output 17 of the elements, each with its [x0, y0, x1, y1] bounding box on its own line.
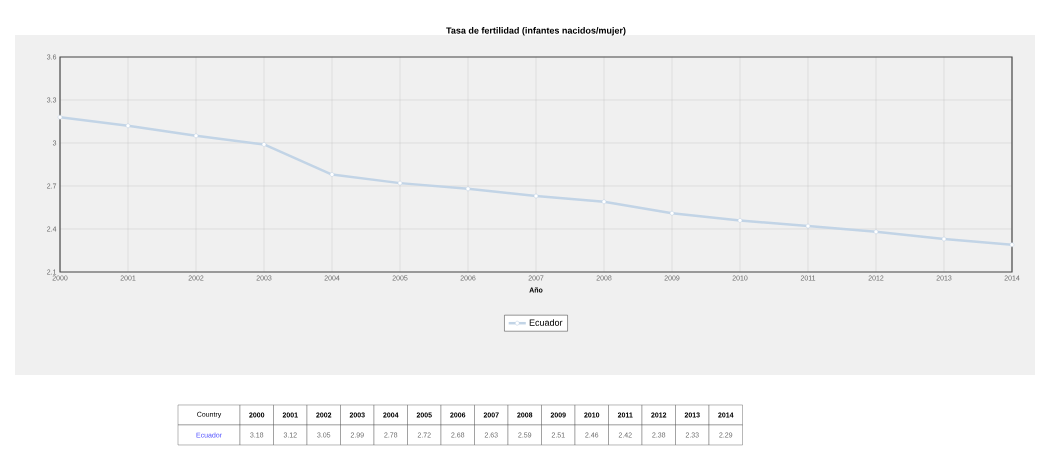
- point: [397, 180, 403, 186]
- point: [873, 229, 879, 235]
- point: [601, 199, 607, 205]
- point: [193, 133, 199, 139]
- point: [465, 186, 471, 192]
- point: [533, 193, 539, 199]
- point: [669, 210, 675, 216]
- point: [1009, 242, 1015, 248]
- chart-title: Tasa de fertilidad (infantes nacidos/mujer): [446, 27, 626, 36]
- point: [805, 223, 811, 229]
- legend-label: Ecuador: [529, 319, 563, 326]
- point: [125, 123, 131, 129]
- point: [261, 142, 267, 147]
- point: [329, 172, 335, 177]
- point: [737, 218, 743, 223]
- point: [941, 236, 947, 242]
- point: [57, 114, 63, 120]
